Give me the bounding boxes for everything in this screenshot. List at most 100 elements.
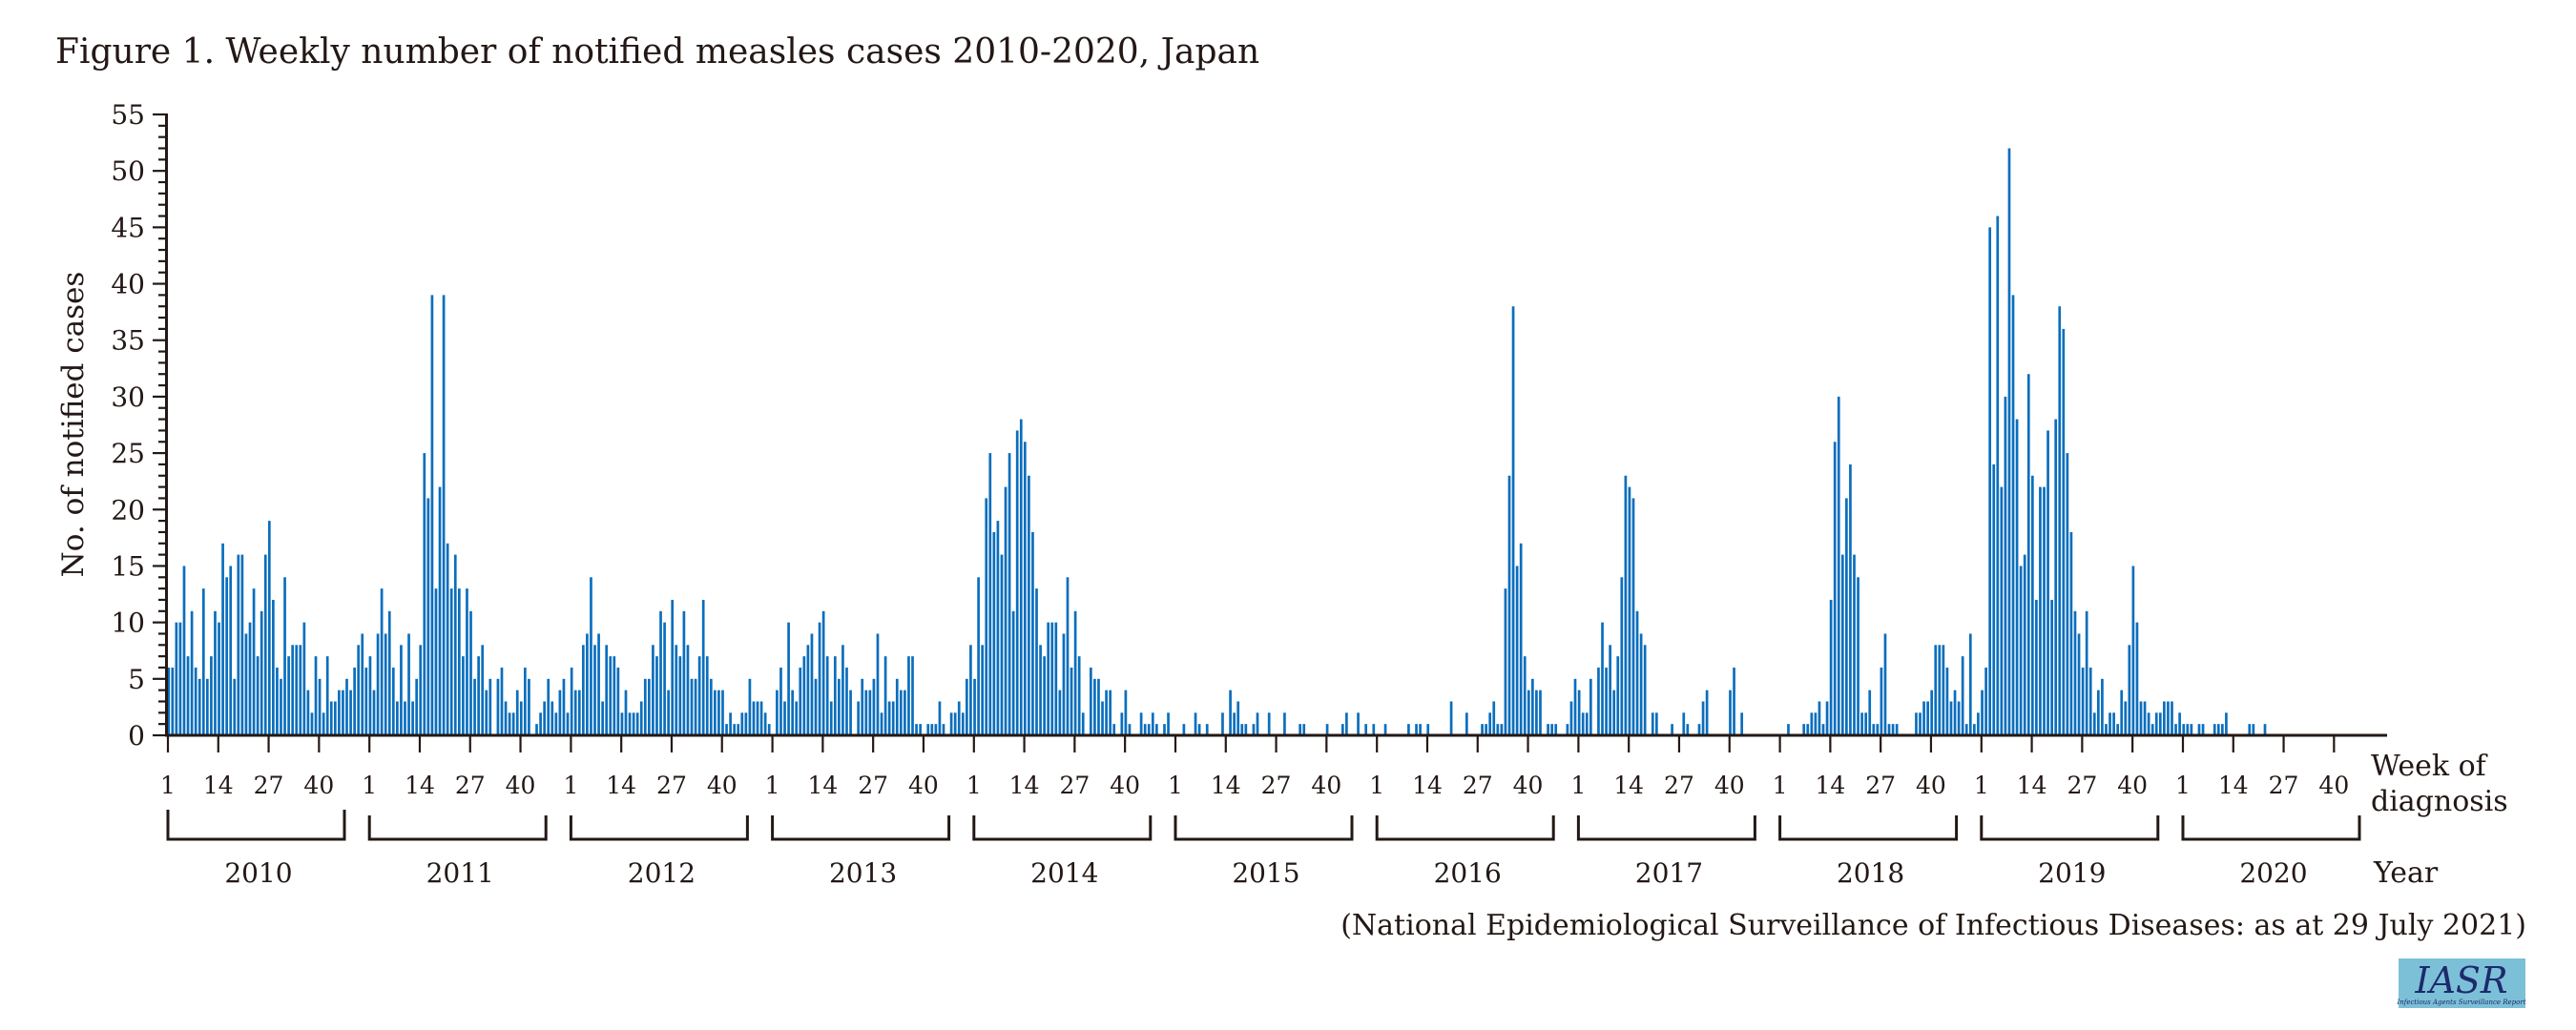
year-label: 2018 — [1837, 857, 1904, 889]
bar-2018-week-36 — [1915, 712, 1918, 735]
bar-2010-week-31 — [283, 577, 286, 735]
bar-2011-week-13 — [415, 678, 419, 735]
bar-2010-week-16 — [225, 577, 228, 735]
bar-2010-week-4 — [178, 622, 182, 735]
bar-2012-week-8 — [597, 633, 600, 735]
bar-2011-week-46 — [543, 701, 546, 735]
bar-2015-week-34 — [1302, 724, 1306, 735]
bar-2018-week-26 — [1876, 724, 1880, 735]
bar-2020-week-6 — [2201, 724, 2205, 735]
bar-2012-week-22 — [652, 645, 654, 735]
week-tick-label: 1 — [1974, 772, 1989, 799]
bar-2017-week-40 — [1729, 690, 1732, 735]
x-axis-ticks: 1 14 27 40 1 14 27 40 1 14 27 40 1 14 27 40 1 14 27 40 1 14 27… — [160, 735, 2349, 799]
bar-2011-week-37 — [508, 712, 511, 735]
bar-2010-week-45 — [338, 690, 341, 735]
bar-2011-week-17 — [430, 295, 434, 735]
bar-2010-week-19 — [237, 554, 240, 735]
y-tick-label: 10 — [111, 608, 145, 639]
bar-2020-week-18 — [2248, 724, 2252, 735]
bar-2016-week-30 — [1488, 712, 1492, 735]
bar-2014-week-44 — [1139, 712, 1143, 735]
bar-2014-week-11 — [1011, 610, 1015, 735]
bar-2012-week-3 — [577, 690, 581, 735]
bar-2019-week-24 — [2069, 531, 2073, 735]
bar-2018-week-40 — [1930, 690, 1934, 735]
bar-2012-week-35 — [701, 599, 705, 735]
bar-2019-week-9 — [2011, 295, 2015, 735]
bar-2016-week-14 — [1426, 724, 1430, 735]
bar-2012-week-29 — [678, 656, 682, 735]
bar-2010-week-47 — [345, 678, 348, 735]
bar-2016-week-37 — [1515, 566, 1519, 735]
bar-2013-week-23 — [857, 701, 861, 735]
bar-2010-week-18 — [233, 678, 237, 735]
bar-2016-week-3 — [1383, 724, 1387, 735]
bar-2018-week-25 — [1872, 724, 1876, 735]
bar-2017-week-33 — [1701, 701, 1705, 735]
bar-2019-week-51 — [2174, 724, 2177, 735]
bar-2015-week-19 — [1244, 724, 1248, 735]
bar-2019-week-19 — [2050, 599, 2053, 735]
bar-2010-week-9 — [197, 678, 201, 735]
bar-2010-week-36 — [302, 622, 306, 735]
bar-2017-week-2 — [1581, 712, 1585, 735]
bar-2016-week-29 — [1485, 724, 1487, 735]
bar-2017-week-9 — [1609, 645, 1611, 735]
bar-2019-week-28 — [2085, 610, 2088, 735]
bar-2012-week-7 — [593, 645, 596, 735]
bar-2018-week-10 — [1814, 712, 1818, 735]
bar-2018-week-21 — [1857, 577, 1859, 735]
bar-2019-week-48 — [2163, 701, 2166, 735]
bar-2011-week-42 — [528, 678, 530, 735]
bar-2016-week-11 — [1415, 724, 1418, 735]
year-bracket-2018 — [1778, 815, 1959, 841]
bar-2019-week-31 — [2097, 690, 2100, 735]
bar-2010-week-22 — [248, 622, 252, 735]
bar-2011-week-38 — [511, 712, 515, 735]
bar-2010-week-14 — [218, 622, 220, 735]
bar-2010-week-7 — [190, 610, 194, 735]
bar-2018-week-20 — [1853, 554, 1856, 735]
bar-2012-week-28 — [675, 645, 678, 735]
bar-2014-week-21 — [1050, 622, 1054, 735]
bar-2014-week-27 — [1073, 610, 1077, 735]
bar-2014-week-37 — [1112, 724, 1116, 735]
bar-2011-week-5 — [384, 633, 387, 735]
bar-2014-week-17 — [1035, 588, 1038, 735]
bar-2017-week-1 — [1577, 690, 1581, 735]
bar-2012-week-47 — [748, 678, 752, 735]
y-tick-label: 35 — [111, 325, 145, 357]
week-tick-label: 27 — [1059, 772, 1090, 799]
bar-2012-week-37 — [709, 678, 713, 735]
y-tick-label: 40 — [111, 269, 145, 300]
bar-2016-week-31 — [1492, 701, 1496, 735]
y-tick-label: 55 — [111, 99, 145, 131]
bar-2014-week-8 — [1000, 554, 1004, 735]
bar-2019-week-15 — [2035, 599, 2038, 735]
bar-2012-week-32 — [690, 678, 694, 735]
year-label: 2014 — [1030, 857, 1098, 889]
bar-2010-week-26 — [263, 554, 267, 735]
bar-2019-week-34 — [2109, 712, 2111, 735]
bar-2011-week-32 — [488, 678, 492, 735]
bar-2013-week-15 — [825, 656, 829, 735]
bar-2011-week-35 — [500, 667, 504, 735]
bar-2013-week-34 — [899, 690, 903, 735]
bar-2014-week-16 — [1031, 531, 1034, 735]
bar-2010-week-15 — [221, 543, 224, 735]
bar-2014-week-18 — [1039, 645, 1042, 735]
week-tick-label: 40 — [2117, 772, 2148, 799]
bar-2011-week-52 — [566, 712, 570, 735]
bar-2012-week-36 — [705, 656, 709, 735]
bar-2011-week-48 — [551, 701, 554, 735]
bar-2011-week-27 — [469, 610, 472, 735]
bar-2014-week-26 — [1070, 667, 1073, 735]
bar-2019-week-43 — [2143, 701, 2147, 735]
bar-2014-week-23 — [1058, 690, 1062, 735]
bar-2012-week-39 — [717, 690, 720, 735]
bar-2013-week-37 — [911, 656, 914, 735]
bar-2019-week-13 — [2026, 374, 2030, 735]
bar-2014-week-39 — [1120, 712, 1124, 735]
